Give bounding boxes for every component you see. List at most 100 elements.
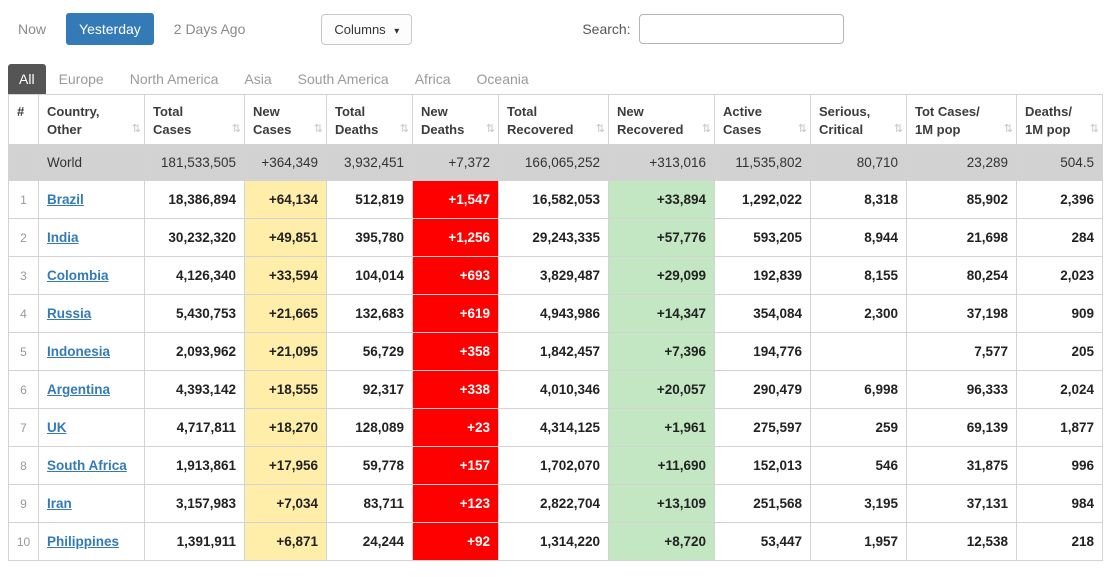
- total-cases-cell: 1,391,911: [145, 523, 245, 561]
- serious-critical-cell: 1,957: [811, 523, 907, 561]
- sort-icon: ⇅: [314, 122, 323, 137]
- col-header-deaths-1m-pop[interactable]: Deaths/ 1M pop ⇅: [1017, 95, 1103, 145]
- country-link[interactable]: Russia: [47, 306, 91, 321]
- col-header-total-deaths[interactable]: Total Deaths ⇅: [327, 95, 413, 145]
- tab-africa[interactable]: Africa: [402, 64, 464, 94]
- total-cases-cell: 4,393,142: [145, 371, 245, 409]
- new-cases-cell: +21,665: [245, 295, 327, 333]
- new-cases-cell: +33,594: [245, 257, 327, 295]
- col-header-label: Tot Cases/ 1M pop: [915, 104, 980, 137]
- country-cell: Argentina: [39, 371, 145, 409]
- table-body: World181,533,505+364,3493,932,451+7,3721…: [9, 145, 1103, 561]
- rank-cell: 3: [9, 257, 39, 295]
- table-row: 9Iran3,157,983+7,03483,711+1232,822,704+…: [9, 485, 1103, 523]
- col-header-label: Country, Other: [47, 104, 99, 137]
- new-cases-cell: +364,349: [245, 145, 327, 181]
- country-cell: South Africa: [39, 447, 145, 485]
- col-header-active-cases[interactable]: Active Cases⇅: [715, 95, 811, 145]
- new-cases-cell: +18,555: [245, 371, 327, 409]
- col-header-new-deaths[interactable]: New Deaths ⇅: [413, 95, 499, 145]
- tot-cases-1m-cell: 85,902: [907, 181, 1017, 219]
- col-header-label: Deaths/ 1M pop: [1025, 104, 1072, 137]
- col-header-tot-cases-1m-pop[interactable]: Tot Cases/ 1M pop⇅: [907, 95, 1017, 145]
- col-header-country-other[interactable]: Country, Other⇅: [39, 95, 145, 145]
- table-row: 7UK4,717,811+18,270128,089+234,314,125+1…: [9, 409, 1103, 447]
- region-tabs: AllEuropeNorth AmericaAsiaSouth AmericaA…: [8, 64, 1102, 94]
- active-cases-cell: 194,776: [715, 333, 811, 371]
- table-row: 5Indonesia2,093,962+21,09556,729+3581,84…: [9, 333, 1103, 371]
- tab-south-america[interactable]: South America: [285, 64, 402, 94]
- country-cell: Colombia: [39, 257, 145, 295]
- country-link[interactable]: Argentina: [47, 382, 110, 397]
- country-cell: UK: [39, 409, 145, 447]
- tab-europe[interactable]: Europe: [46, 64, 117, 94]
- col-header-total-recovered[interactable]: Total Recovered⇅: [499, 95, 609, 145]
- search-input[interactable]: [639, 14, 844, 44]
- sort-icon: ⇅: [400, 122, 409, 137]
- country-link[interactable]: Brazil: [47, 192, 84, 207]
- caret-down-icon: ▾: [394, 26, 399, 37]
- total-recovered-cell: 1,702,070: [499, 447, 609, 485]
- new-recovered-cell: +57,776: [609, 219, 715, 257]
- serious-critical-cell: 8,944: [811, 219, 907, 257]
- tot-cases-1m-cell: 23,289: [907, 145, 1017, 181]
- tab-north-america[interactable]: North America: [117, 64, 232, 94]
- total-deaths-cell: 92,317: [327, 371, 413, 409]
- country-cell: Iran: [39, 485, 145, 523]
- sort-icon: ⇅: [702, 122, 711, 137]
- new-recovered-cell: +7,396: [609, 333, 715, 371]
- country-link[interactable]: UK: [47, 420, 67, 435]
- columns-dropdown-button[interactable]: Columns ▾: [321, 14, 412, 45]
- new-deaths-cell: +338: [413, 371, 499, 409]
- tot-cases-1m-cell: 31,875: [907, 447, 1017, 485]
- serious-critical-cell: 546: [811, 447, 907, 485]
- new-deaths-cell: +92: [413, 523, 499, 561]
- two-days-ago-button[interactable]: 2 Days Ago: [174, 21, 246, 37]
- country-link[interactable]: Philippines: [47, 534, 119, 549]
- rank-cell: 2: [9, 219, 39, 257]
- new-recovered-cell: +14,347: [609, 295, 715, 333]
- table-row: 4Russia5,430,753+21,665132,683+6194,943,…: [9, 295, 1103, 333]
- country-cell: Brazil: [39, 181, 145, 219]
- sort-icon: ⇅: [486, 122, 495, 137]
- country-link[interactable]: Colombia: [47, 268, 109, 283]
- col-header-serious-critical[interactable]: Serious, Critical⇅: [811, 95, 907, 145]
- table-row: 8South Africa1,913,861+17,95659,778+1571…: [9, 447, 1103, 485]
- table-row: 1Brazil18,386,894+64,134512,819+1,54716,…: [9, 181, 1103, 219]
- search-group: Search:: [582, 14, 843, 44]
- total-deaths-cell: 104,014: [327, 257, 413, 295]
- total-cases-cell: 4,126,340: [145, 257, 245, 295]
- sort-icon: ⇅: [798, 122, 807, 137]
- serious-critical-cell: 8,318: [811, 181, 907, 219]
- tab-all[interactable]: All: [8, 64, 46, 94]
- tab-asia[interactable]: Asia: [231, 64, 284, 94]
- total-deaths-cell: 3,932,451: [327, 145, 413, 181]
- col-header-total-cases[interactable]: Total Cases⇅: [145, 95, 245, 145]
- tab-oceania[interactable]: Oceania: [464, 64, 542, 94]
- col-header-new-recovered[interactable]: New Recovered⇅: [609, 95, 715, 145]
- rank-cell: 1: [9, 181, 39, 219]
- yesterday-button[interactable]: Yesterday: [66, 13, 154, 45]
- now-button[interactable]: Now: [18, 21, 46, 37]
- country-link[interactable]: Iran: [47, 496, 72, 511]
- country-link[interactable]: South Africa: [47, 458, 127, 473]
- col-header-new-cases[interactable]: New Cases⇅: [245, 95, 327, 145]
- country-link[interactable]: Indonesia: [47, 344, 110, 359]
- new-cases-cell: +21,095: [245, 333, 327, 371]
- serious-critical-cell: 2,300: [811, 295, 907, 333]
- covid-stats-table: #Country, Other⇅Total Cases⇅New Cases⇅To…: [8, 94, 1103, 561]
- total-deaths-cell: 512,819: [327, 181, 413, 219]
- sort-icon: ⇅: [894, 122, 903, 137]
- country-link[interactable]: India: [47, 230, 79, 245]
- col-header-label: New Deaths: [421, 104, 464, 137]
- tot-cases-1m-cell: 80,254: [907, 257, 1017, 295]
- total-recovered-cell: 1,842,457: [499, 333, 609, 371]
- col-header-label: Total Deaths: [335, 104, 378, 137]
- sort-icon: ⇅: [596, 122, 605, 137]
- tot-cases-1m-cell: 21,698: [907, 219, 1017, 257]
- country-cell: Russia: [39, 295, 145, 333]
- new-deaths-cell: +23: [413, 409, 499, 447]
- total-deaths-cell: 132,683: [327, 295, 413, 333]
- sort-icon: ⇅: [1090, 122, 1099, 137]
- new-deaths-cell: +619: [413, 295, 499, 333]
